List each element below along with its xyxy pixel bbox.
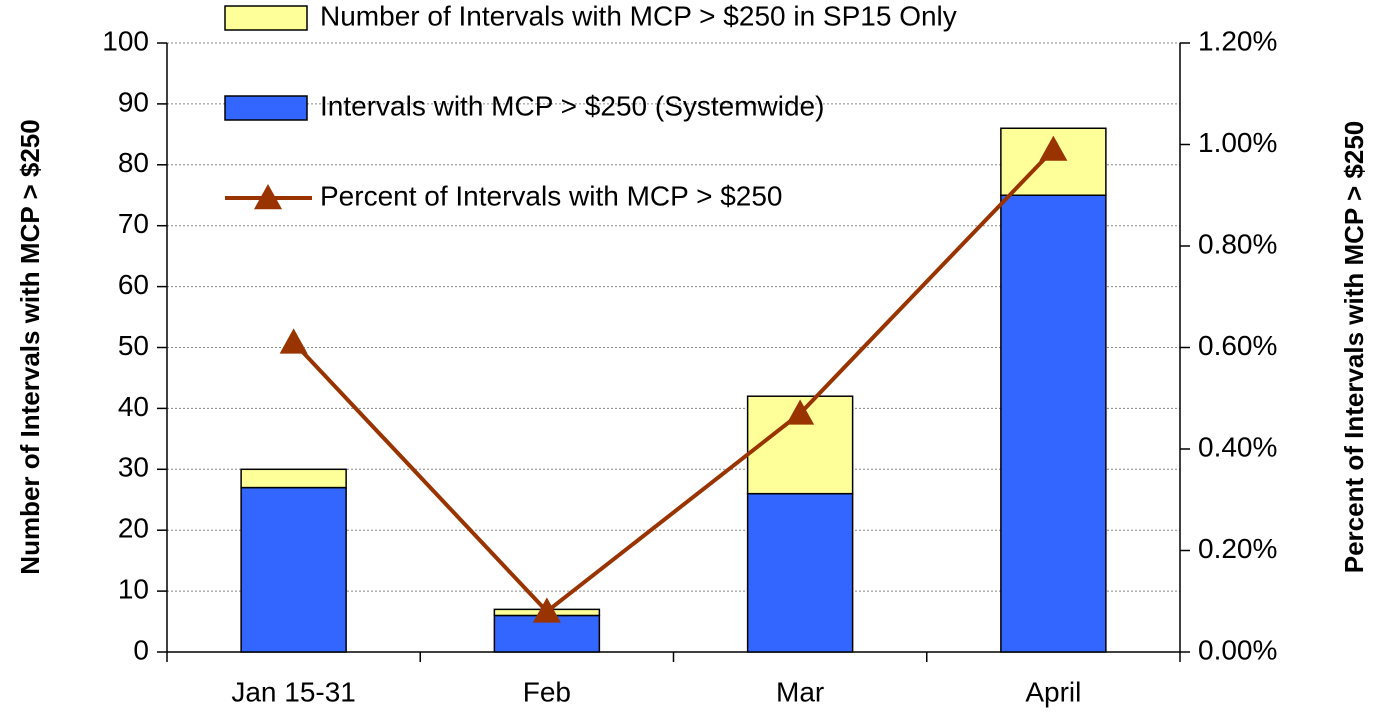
y2-tick-label: 0.20% <box>1198 533 1277 564</box>
legend-marker <box>254 184 282 210</box>
y-tick-label: 20 <box>118 513 149 544</box>
y2-tick-label: 1.00% <box>1198 127 1277 158</box>
line-marker <box>279 328 308 354</box>
line-marker <box>1039 135 1068 161</box>
legend-swatch <box>224 95 308 121</box>
y-axis-title: Number of Intervals with MCP > $250 <box>15 119 45 574</box>
bar <box>240 486 347 653</box>
bar <box>1000 194 1107 653</box>
y2-axis-title: Percent of Intervals with MCP > $250 <box>1339 121 1369 574</box>
y-tick-label: 50 <box>118 330 149 361</box>
y-tick-label: 90 <box>118 86 149 117</box>
legend-label: Intervals with MCP > $250 (Systemwide) <box>320 90 824 121</box>
x-tick-label: April <box>1025 676 1081 707</box>
y-tick-label: 10 <box>118 573 149 604</box>
legend-label: Number of Intervals with MCP > $250 in S… <box>320 0 957 31</box>
line-marker <box>786 399 815 425</box>
y-tick-label: 70 <box>118 208 149 239</box>
y2-tick-label: 0.60% <box>1198 330 1277 361</box>
x-tick-label: Mar <box>776 676 824 707</box>
legend-swatch <box>224 5 308 31</box>
y-tick-label: 0 <box>133 634 149 665</box>
y2-tick-label: 0.80% <box>1198 228 1277 259</box>
x-tick-label: Feb <box>523 676 571 707</box>
x-tick-label: Jan 15-31 <box>231 676 356 707</box>
y2-tick-label: 1.20% <box>1198 25 1277 56</box>
y2-tick-label: 0.00% <box>1198 634 1277 665</box>
y-tick-label: 80 <box>118 147 149 178</box>
y-tick-label: 100 <box>102 25 149 56</box>
y-tick-label: 30 <box>118 452 149 483</box>
y2-tick-label: 0.40% <box>1198 431 1277 462</box>
bar <box>240 468 347 489</box>
legend-label: Percent of Intervals with MCP > $250 <box>320 180 783 211</box>
line-marker <box>532 597 561 623</box>
bar <box>746 492 854 653</box>
line-series <box>292 148 1055 615</box>
y-tick-label: 60 <box>118 269 149 300</box>
y-tick-label: 40 <box>118 391 149 422</box>
